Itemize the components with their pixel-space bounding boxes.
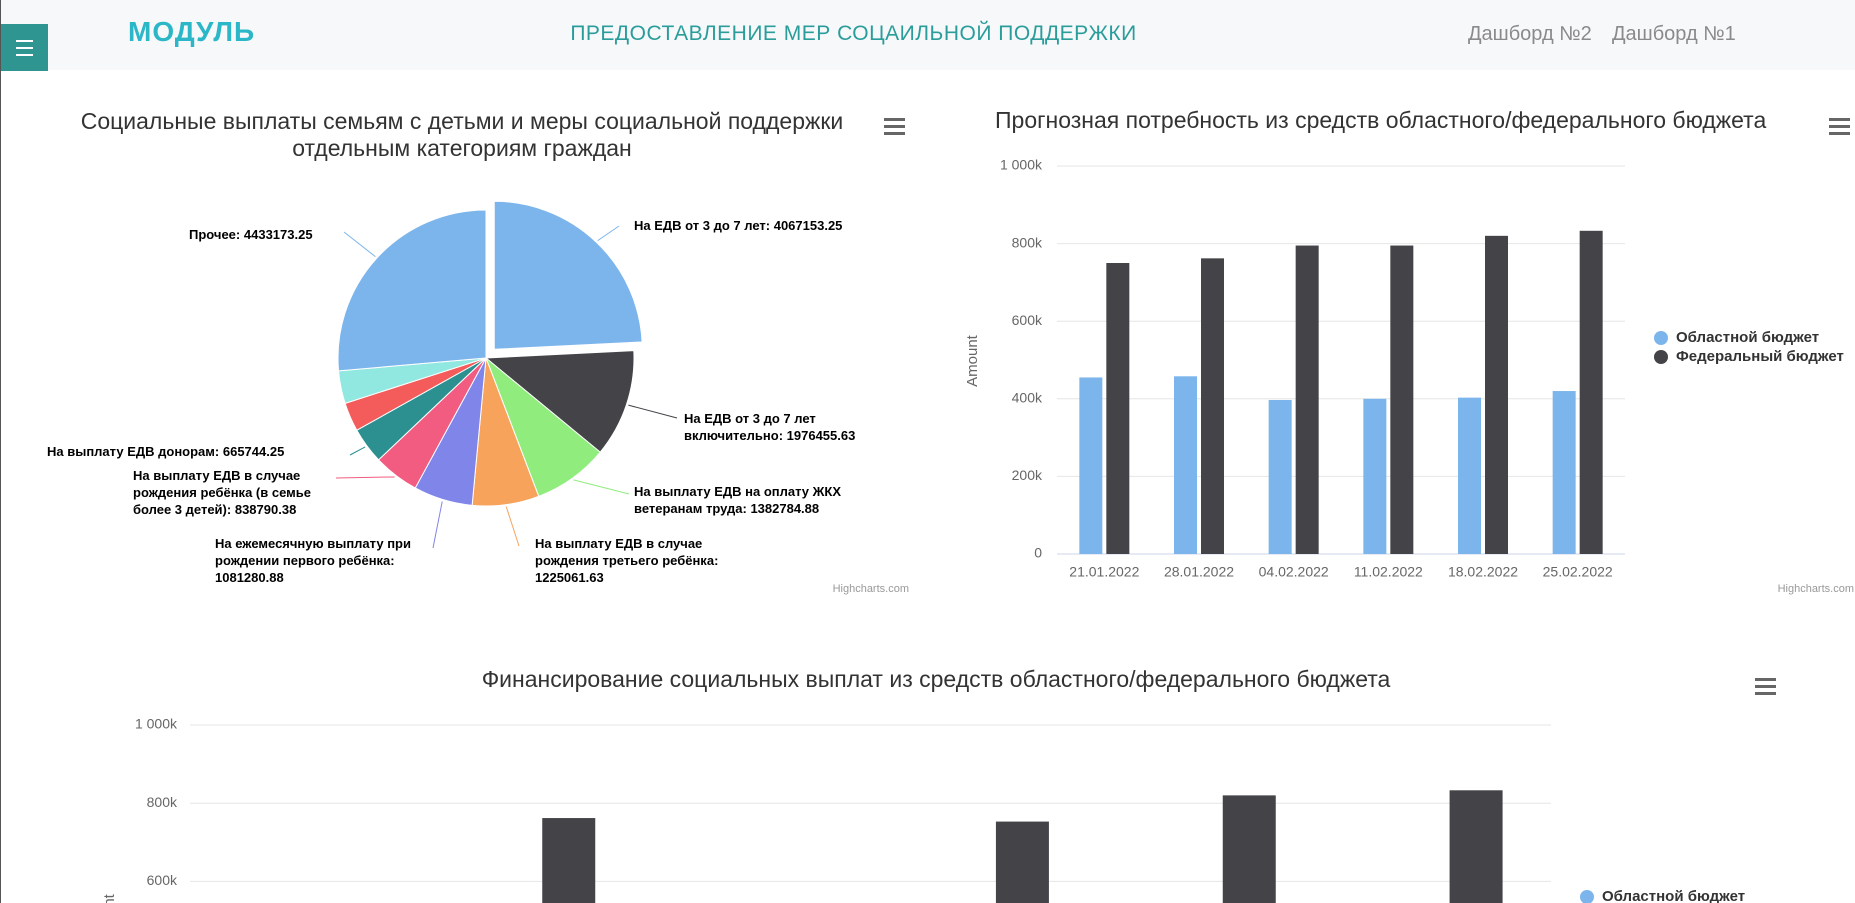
nav-link[interactable]: Дашборд №1: [1612, 23, 1736, 45]
pie-slice: [484, 350, 635, 453]
label-name: На выплату ЕДВ в случае рождения ребёнка…: [133, 468, 311, 517]
menu-icon: [16, 40, 33, 56]
legend-symbol: [1654, 331, 1668, 345]
bar: [1363, 398, 1387, 554]
y-axis-label: Amount: [101, 893, 118, 903]
y-tick-label: 400k: [1012, 390, 1043, 406]
label-value: 838790.38: [234, 502, 297, 517]
logo[interactable]: МОДУЛЬ: [128, 16, 256, 47]
bar: [1106, 263, 1130, 554]
bar: [1268, 399, 1292, 554]
x-tick-label: 25.02.2022: [1543, 564, 1613, 580]
y-tick-label: 800k: [147, 794, 178, 810]
data-label: На выплату ЕДВ в случае рождения третьег…: [535, 536, 719, 585]
connector: [597, 225, 620, 242]
bar: [1458, 397, 1481, 554]
data-label: На ЕДВ от 3 до 7 лет: 4067153.25: [634, 218, 843, 233]
data-label: На ежемесячную выплату при рождении перв…: [215, 536, 411, 585]
connector: [349, 446, 366, 456]
chart-title: Прогнозная потребность из средств област…: [995, 107, 1766, 133]
data-label: На выплату ЕДВ донорам: 665744.25: [47, 444, 285, 459]
bar: [1390, 245, 1414, 555]
data-label: На ЕДВ от 3 до 7 лет включительно: 19764…: [684, 411, 856, 443]
connector: [573, 479, 630, 495]
label-name: На ежемесячную выплату при рождении перв…: [215, 536, 411, 568]
y-axis-label: Amount: [964, 334, 981, 387]
chart-title: Социальные выплаты семьям с детьми и мер…: [80, 108, 844, 161]
legend-symbol: [1654, 350, 1668, 364]
bar: [542, 818, 596, 903]
y-tick-label: 1 000k: [1000, 157, 1043, 173]
menu-button[interactable]: [1, 24, 48, 71]
menu-icon[interactable]: [1829, 118, 1850, 135]
bar: [1222, 795, 1276, 903]
x-tick-label: 21.01.2022: [1069, 564, 1139, 580]
pie-slice: [337, 209, 487, 372]
x-tick-label: 04.02.2022: [1259, 564, 1329, 580]
y-tick-label: 0: [1034, 545, 1042, 561]
label-name: Прочее: [189, 227, 236, 242]
y-tick-label: 1 000k: [135, 716, 178, 732]
bar: [1201, 258, 1224, 554]
bar: [1174, 376, 1197, 554]
credits: Highcharts.com: [1778, 583, 1854, 595]
legend-symbol: [1580, 890, 1594, 903]
header: [1, 0, 1855, 70]
bar: [995, 821, 1049, 903]
label-value: 1225061.63: [535, 570, 604, 585]
connector: [628, 404, 678, 419]
credits: Highcharts.com: [833, 583, 909, 595]
label-name: На ЕДВ от 3 до 7 лет: [634, 218, 766, 233]
y-tick-label: 200k: [1012, 467, 1043, 483]
bar: [1485, 235, 1508, 554]
pie-slice: [493, 200, 643, 350]
bar: [1449, 790, 1503, 903]
x-tick-label: 28.01.2022: [1164, 564, 1234, 580]
bar: [1295, 245, 1319, 555]
label-name: На ЕДВ от 3 до 7 лет включительно: [684, 411, 816, 443]
x-tick-label: 18.02.2022: [1448, 564, 1518, 580]
connector: [505, 506, 520, 547]
bar: [1552, 391, 1576, 554]
nav-link[interactable]: Дашборд №2: [1468, 23, 1592, 45]
legend-label: Федеральный бюджет: [1676, 348, 1844, 365]
label-value: 4067153.25: [773, 218, 843, 233]
data-label: Прочее: 4433173.25: [189, 227, 313, 242]
y-tick-label: 600k: [147, 872, 178, 888]
label-value: 1382784.88: [750, 501, 820, 516]
label-name: На выплату ЕДВ на оплату ЖКХ ветеранам т…: [634, 484, 841, 516]
menu-icon[interactable]: [1755, 678, 1776, 695]
label-name: На выплату ЕДВ донорам: [47, 444, 215, 459]
x-tick-label: 11.02.2022: [1354, 564, 1423, 580]
connector: [335, 476, 395, 479]
label-value: 665744.25: [222, 444, 285, 459]
label-name: На выплату ЕДВ в случае рождения третьег…: [535, 536, 715, 568]
connector: [432, 501, 443, 549]
legend-label: Областной бюджет: [1676, 329, 1819, 346]
legend-label: Областной бюджет: [1602, 888, 1745, 903]
bar: [1079, 377, 1103, 554]
label-value: 1976455.63: [786, 428, 856, 443]
menu-icon[interactable]: [884, 118, 905, 135]
chart-title: Финансирование социальных выплат из сред…: [482, 666, 1391, 692]
bar: [1579, 230, 1603, 554]
label-value: 1081280.88: [215, 570, 284, 585]
data-label: На выплату ЕДВ на оплату ЖКХ ветеранам т…: [634, 484, 841, 516]
data-label: На выплату ЕДВ в случае рождения ребёнка…: [133, 468, 311, 517]
label-value: 4433173.25: [243, 227, 313, 242]
connector: [343, 231, 376, 258]
y-tick-label: 600k: [1012, 312, 1043, 328]
y-tick-label: 800k: [1012, 234, 1043, 250]
page-title: ПРЕДОСТАВЛЕНИЕ МЕР СОЦАИЛЬНОЙ ПОДДЕРЖКИ: [570, 22, 1137, 45]
